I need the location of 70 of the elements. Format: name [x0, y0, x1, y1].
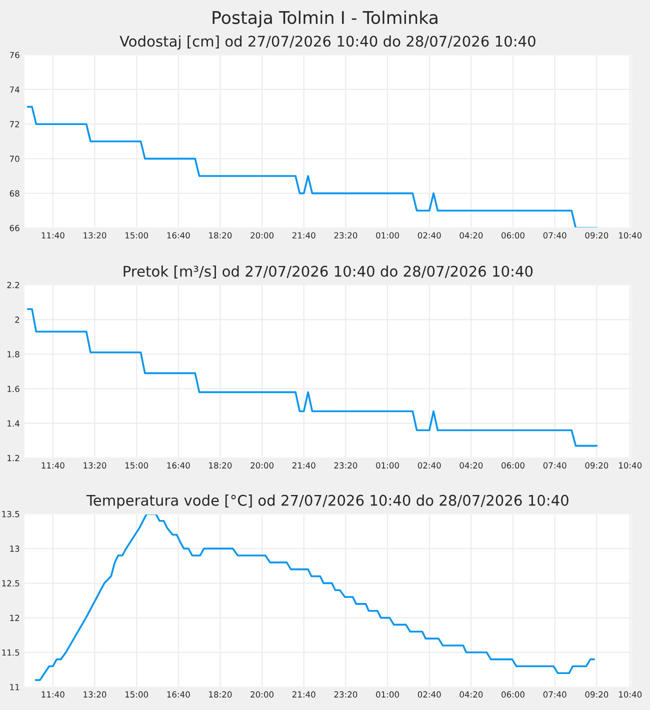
x-tick-label: 11:40	[42, 462, 64, 469]
x-tick-label: 15:00	[125, 462, 148, 469]
x-tick-label: 16:40	[167, 232, 190, 239]
x-tick-label: 23:20	[334, 232, 358, 239]
x-tick-label: 13:20	[84, 462, 106, 469]
y-tick-label: 72	[10, 121, 20, 128]
x-tick-label: 20:00	[250, 691, 274, 698]
x-tick-label: 06:00	[502, 462, 524, 469]
y-tick-label: 13.5	[2, 510, 20, 518]
y-tick-label: 76	[10, 52, 20, 58]
text: Postaja Tolmin I - Tolminka	[212, 10, 438, 28]
y-tick-label: 66	[10, 224, 20, 232]
line-series	[34, 514, 596, 681]
line-series	[26, 106, 598, 228]
x-tick-label: 21:40	[292, 232, 316, 239]
y-tick-label: 12.5	[2, 580, 20, 586]
x-tick-label: 11:40	[42, 232, 64, 239]
x-tick-label: 16:40	[167, 691, 190, 698]
x-tick-label: 18:20	[209, 232, 232, 239]
y-tick-label: 74	[10, 86, 20, 93]
x-tick-label: 20:00	[250, 232, 274, 239]
x-tick-label: 06:00	[502, 691, 524, 698]
chart-title: Vodostaj [cm] od 27/07/2026 10:40 do 28/07/2026 10:40	[120, 35, 536, 50]
x-tick-label: 21:40	[292, 691, 316, 698]
y-tick-label: 12	[10, 614, 20, 621]
x-tick-label: 23:20	[334, 462, 358, 469]
x-tick-label: 13:20	[84, 232, 106, 239]
y-tick-label: 13	[10, 546, 20, 552]
x-tick-label: 15:00	[125, 691, 148, 698]
x-tick-label: 10:40	[619, 462, 642, 469]
x-tick-label: 02:40	[418, 462, 441, 469]
x-tick-label: 09:20	[585, 462, 608, 469]
chart-title: Pretok [m³/s] od 27/07/2026 10:40 do 28/07/2026 10:40	[124, 266, 533, 279]
x-tick-label: 20:00	[250, 462, 274, 469]
x-tick-label: 13:20	[84, 691, 106, 698]
x-tick-label: 09:20	[585, 232, 608, 239]
y-tick-label: 11.5	[2, 649, 20, 656]
x-tick-label: 11:40	[42, 691, 64, 698]
y-tick-label: 70	[10, 156, 20, 162]
x-tick-label: 07:40	[543, 462, 566, 469]
x-tick-label: 02:40	[418, 232, 441, 239]
x-tick-label: 04:20	[460, 232, 483, 239]
x-tick-label: 04:20	[460, 691, 483, 698]
y-tick-label: 2.2	[7, 282, 20, 288]
x-tick-label: 01:00	[376, 691, 399, 698]
x-tick-label: 01:00	[376, 462, 399, 469]
y-tick-label: 68	[10, 190, 20, 197]
x-tick-label: 07:40	[543, 232, 566, 239]
x-tick-label: 18:20	[209, 691, 232, 698]
x-tick-label: 09:20	[585, 691, 608, 698]
x-tick-label: 18:20	[209, 462, 232, 469]
x-tick-label: 02:40	[418, 691, 441, 698]
y-tick-label: 1.6	[8, 386, 20, 392]
x-tick-label: 10:40	[619, 691, 642, 698]
y-tick-label: 11	[10, 684, 20, 690]
x-tick-label: 15:00	[125, 232, 148, 239]
x-tick-label: 06:00	[502, 232, 524, 239]
x-tick-label: 10:40	[619, 232, 642, 239]
y-tick-label: 1.8	[8, 351, 20, 358]
y-tick-label: 1.4	[8, 420, 20, 427]
x-tick-label: 07:40	[543, 691, 566, 698]
x-tick-label: 21:40	[292, 462, 316, 469]
x-tick-label: 01:00	[376, 232, 399, 239]
line-series	[26, 308, 598, 447]
y-tick-label: 1.2	[8, 454, 20, 462]
x-tick-label: 16:40	[167, 462, 190, 469]
x-tick-label: 23:20	[334, 691, 358, 698]
chart-title: Temperatura vode [°C] od 27/07/2026 10:40 do 28/07/2026 10:40	[86, 494, 568, 509]
x-tick-label: 04:20	[460, 462, 483, 469]
y-tick-label: 2	[15, 316, 20, 323]
